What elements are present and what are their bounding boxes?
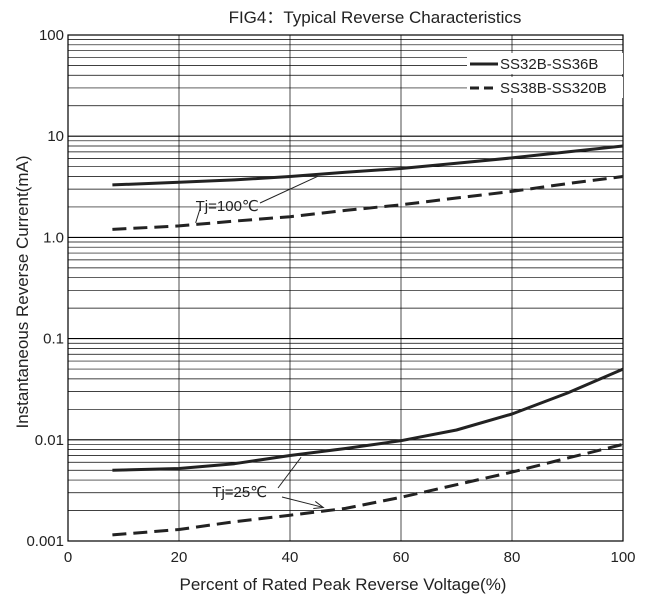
chart-title: FIG4：Typical Reverse Characteristics xyxy=(229,8,522,27)
legend-label: SS32B-SS36B xyxy=(500,56,598,73)
series-lines xyxy=(112,144,624,537)
legend-bg xyxy=(467,53,623,74)
x-tick-label: 20 xyxy=(171,549,188,566)
y-tick-label: 10 xyxy=(47,128,64,145)
x-tick-label: 60 xyxy=(393,549,410,566)
x-tick-label: 0 xyxy=(64,549,72,566)
x-tick-label: 40 xyxy=(282,549,299,566)
y-tick-label: 0.01 xyxy=(35,432,64,449)
annotations: Tj=100℃ Tj=25℃ xyxy=(195,175,325,509)
x-tick-label: 80 xyxy=(504,549,521,566)
legend: SS32B-SS36B SS38B-SS320B xyxy=(467,53,623,98)
annotation-leader xyxy=(259,175,318,204)
annotation-label: Tj=25℃ xyxy=(212,484,267,501)
y-tick-label: 0.001 xyxy=(26,533,64,550)
annotation-leader xyxy=(277,456,302,489)
series-line xyxy=(112,175,624,231)
y-tick-label: 0.1 xyxy=(43,331,64,348)
plot-frame xyxy=(67,34,624,542)
y-tick-label: 1.0 xyxy=(43,229,64,246)
tick-labels: 0 20 40 60 80 100 0.001 0.01 0.1 1.0 10 100 xyxy=(26,27,635,566)
y-tick-label: 100 xyxy=(39,27,64,44)
x-axis-label: Percent of Rated Peak Reverse Voltage(%) xyxy=(180,575,507,594)
series-line xyxy=(112,367,624,472)
annotation-leader xyxy=(281,496,324,508)
series-line xyxy=(112,442,624,537)
annotation-label: Tj=100℃ xyxy=(196,198,259,215)
y-axis-label: Instantaneous Reverse Current(mA) xyxy=(13,155,32,428)
annotation-leader xyxy=(195,208,201,224)
series-line xyxy=(112,144,624,187)
x-tick-label: 100 xyxy=(610,549,635,566)
annotation-arrowhead xyxy=(313,501,325,509)
legend-label: SS38B-SS320B xyxy=(500,80,607,97)
legend-bg xyxy=(467,77,623,98)
